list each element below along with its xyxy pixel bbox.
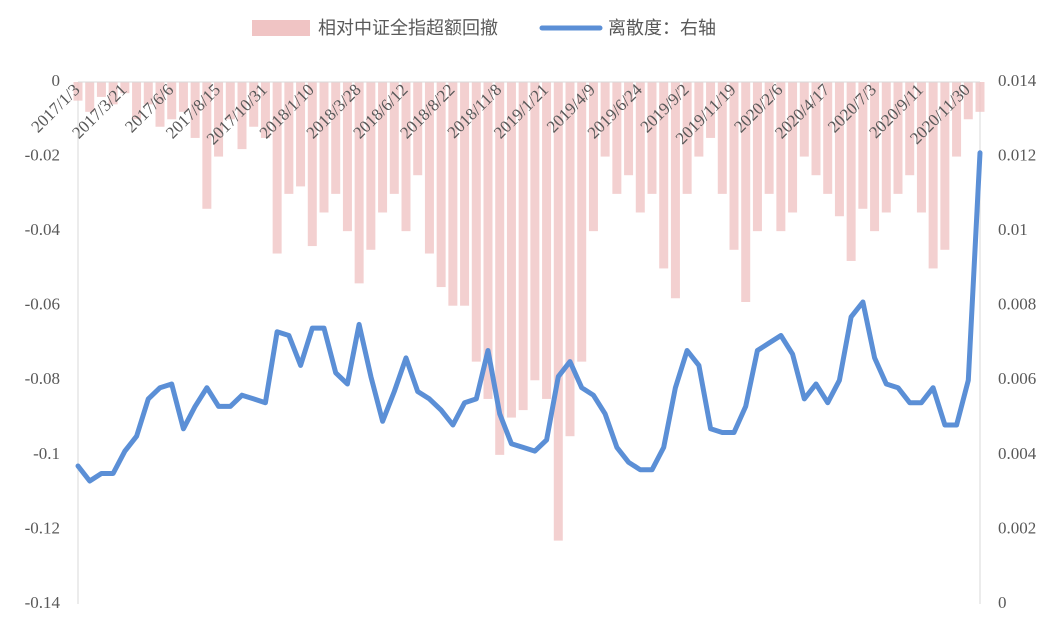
bar xyxy=(132,82,142,120)
y2-tick-label: 0.002 xyxy=(998,518,1036,537)
bar xyxy=(870,82,880,232)
bar xyxy=(553,82,563,541)
bar xyxy=(776,82,786,232)
bar xyxy=(670,82,680,299)
bar xyxy=(975,82,985,112)
bar xyxy=(635,82,645,213)
legend-label: 相对中证全指超额回撤 xyxy=(318,18,498,39)
bar xyxy=(846,82,856,261)
bar xyxy=(260,82,270,138)
bar xyxy=(354,82,364,284)
bar xyxy=(155,82,165,127)
bar xyxy=(799,82,809,157)
bar xyxy=(495,82,505,455)
bar xyxy=(834,82,844,217)
bar xyxy=(202,82,212,209)
y2-tick-label: 0.008 xyxy=(998,295,1036,314)
bar xyxy=(893,82,903,194)
bar xyxy=(73,82,83,101)
bar xyxy=(366,82,376,250)
bar xyxy=(342,82,352,232)
y2-tick-label: 0.01 xyxy=(998,220,1028,239)
bar xyxy=(331,82,341,194)
bar xyxy=(424,82,434,254)
bar xyxy=(706,82,716,138)
bar xyxy=(624,82,634,176)
bar xyxy=(542,82,552,399)
bar xyxy=(471,82,481,362)
bar xyxy=(928,82,938,269)
y-tick-label: -0.02 xyxy=(25,145,60,164)
bar xyxy=(319,82,329,213)
bar xyxy=(108,82,118,105)
legend-swatch xyxy=(252,20,310,36)
bar xyxy=(811,82,821,176)
bar xyxy=(577,82,587,362)
y-tick-label: -0.12 xyxy=(25,518,60,537)
bar xyxy=(225,82,235,120)
bar xyxy=(823,82,833,194)
bar xyxy=(905,82,915,176)
bar xyxy=(413,82,423,176)
y2-tick-label: 0.014 xyxy=(998,71,1037,90)
bar xyxy=(237,82,247,150)
bar xyxy=(694,82,704,157)
bar xyxy=(178,82,188,112)
bar xyxy=(307,82,317,247)
y-tick-label: 0 xyxy=(52,71,61,90)
bar xyxy=(565,82,575,437)
bar xyxy=(741,82,751,302)
bar xyxy=(963,82,973,120)
bar xyxy=(436,82,446,288)
y2-tick-label: 0.012 xyxy=(998,145,1036,164)
bar xyxy=(916,82,926,213)
y-tick-label: -0.08 xyxy=(25,369,60,388)
bar xyxy=(296,82,306,187)
y2-tick-label: 0.004 xyxy=(998,444,1037,463)
bar xyxy=(940,82,950,250)
y-tick-label: -0.04 xyxy=(25,220,61,239)
y-tick-label: -0.1 xyxy=(33,444,60,463)
bar xyxy=(85,82,95,112)
y-tick-label: -0.06 xyxy=(25,295,60,314)
bar xyxy=(588,82,598,232)
line xyxy=(75,150,983,484)
y2-tick-label: 0.006 xyxy=(998,369,1036,388)
bar xyxy=(717,82,727,194)
bar xyxy=(120,82,130,94)
bar xyxy=(389,82,399,194)
bar xyxy=(612,82,622,194)
bar xyxy=(682,82,692,194)
bar xyxy=(483,82,493,399)
bar xyxy=(530,82,540,381)
bar xyxy=(96,82,106,97)
bar xyxy=(401,82,411,232)
bar xyxy=(506,82,516,418)
bar xyxy=(600,82,610,157)
bar xyxy=(518,82,528,411)
bar xyxy=(647,82,657,194)
bar xyxy=(729,82,739,250)
bar xyxy=(764,82,774,194)
bar xyxy=(214,82,224,157)
bar xyxy=(752,82,762,232)
legend-label: 离散度：右轴 xyxy=(608,18,716,39)
y-tick-label: -0.14 xyxy=(25,593,61,612)
bar xyxy=(858,82,868,209)
bar xyxy=(190,82,200,138)
bar xyxy=(143,82,153,105)
bar xyxy=(249,82,259,127)
bar xyxy=(284,82,294,194)
bar xyxy=(448,82,458,306)
bar xyxy=(378,82,388,213)
bar xyxy=(952,82,962,157)
bar xyxy=(788,82,798,213)
bar xyxy=(460,82,470,306)
bar xyxy=(881,82,891,213)
bar xyxy=(659,82,669,269)
bar xyxy=(272,82,282,254)
bar xyxy=(167,82,177,120)
y2-tick-label: 0 xyxy=(998,593,1007,612)
